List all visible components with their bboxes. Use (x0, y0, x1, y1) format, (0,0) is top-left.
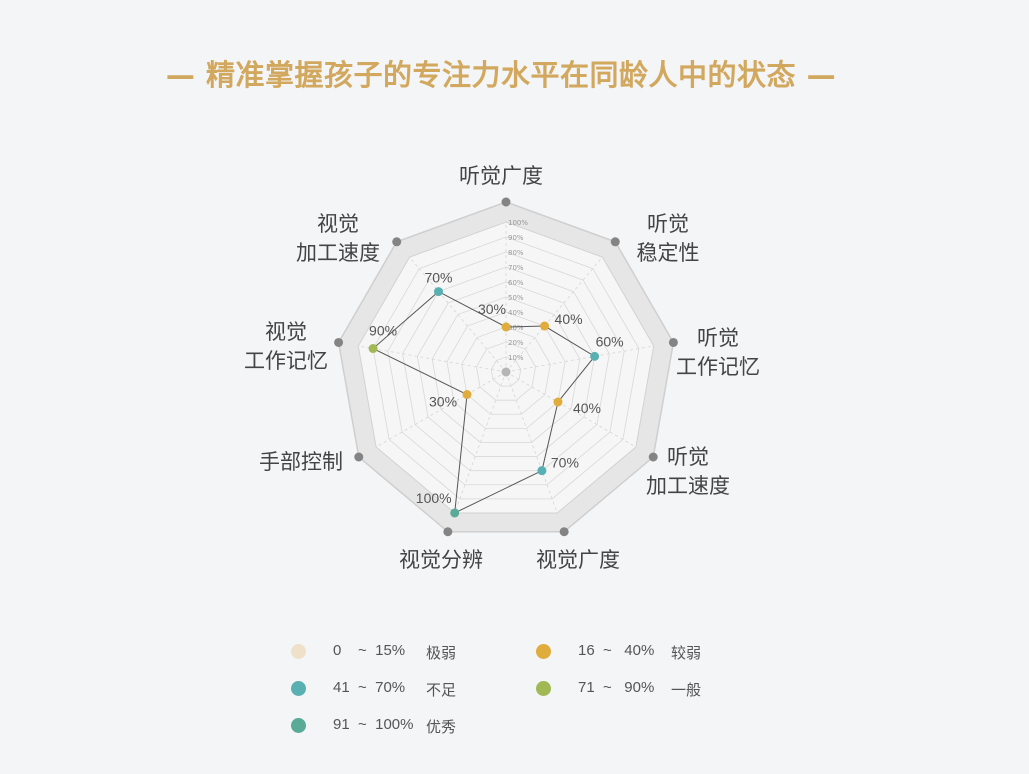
legend-range: 0 ~ 15% (333, 642, 406, 659)
radar-grid-ring (490, 356, 522, 387)
radar-vertex-marker (559, 527, 569, 537)
legend-label: 较弱 (671, 645, 702, 662)
scale-tick-label: 30% (508, 324, 524, 332)
value-label: 70% (551, 455, 579, 471)
radar-axis-line (505, 371, 637, 448)
radar-grid-ring (416, 281, 596, 457)
value-label: 40% (573, 400, 601, 416)
axis-label: 听觉 (697, 326, 739, 350)
axis-label: 听觉广度 (459, 164, 543, 188)
value-label: 40% (555, 311, 583, 327)
radar-axis-line (454, 371, 507, 514)
legend-swatch (291, 718, 306, 733)
radar-vertex-marker (501, 197, 511, 207)
scale-tick-label: 20% (508, 339, 524, 347)
radar-axis-line (358, 345, 507, 373)
legend-range: 41 ~ 70% (333, 679, 406, 696)
radar-vertex-marker (443, 527, 453, 537)
axis-label: 视觉 (265, 320, 307, 344)
radar-axis-line (505, 371, 558, 514)
radar-center-dot (501, 367, 511, 377)
legend-swatch (536, 644, 551, 659)
value-label: 30% (429, 394, 457, 410)
radar-grid-ring (476, 341, 536, 401)
value-label: 90% (369, 323, 397, 339)
legend-label: 极弱 (426, 645, 457, 662)
radar-vertex-marker (648, 452, 658, 462)
radar-inner-area (357, 221, 655, 514)
radar-axis-line (375, 371, 507, 448)
axis-label: 稳定性 (637, 241, 700, 265)
legend-swatch (536, 681, 551, 696)
radar-value-point (553, 397, 563, 407)
radar-vertex-marker (354, 452, 364, 462)
radar-chart: 10%20%30%40%50%60%70%80%90%100% 30%40%60… (244, 164, 760, 572)
axis-label: 加工速度 (646, 474, 730, 498)
scale-tick-label: 60% (508, 279, 524, 287)
radar-grid-ring (431, 296, 581, 443)
legend-label: 优秀 (426, 719, 457, 736)
radar-grid-ring (446, 311, 566, 429)
radar-value-point (462, 390, 472, 399)
axis-label: 视觉广度 (536, 548, 620, 572)
radar-grid-ring (387, 251, 625, 486)
axis-label: 加工速度 (296, 241, 380, 265)
radar-axis-line (505, 345, 654, 373)
axis-label: 听觉 (647, 212, 689, 236)
radar-value-polygon (372, 290, 596, 514)
radar-vertex-marker (392, 237, 402, 247)
legend-swatch (291, 644, 306, 659)
axis-label: 工作记忆 (244, 349, 328, 373)
radar-axis-line (409, 256, 507, 373)
radar-grid-ring (372, 236, 640, 500)
radar-value-point (368, 344, 378, 354)
value-label: 100% (416, 490, 452, 506)
value-label: 70% (424, 270, 452, 286)
legend-range: 71 ~ 90% (578, 679, 655, 696)
legend-swatch (291, 681, 306, 696)
radar-grid-ring (461, 326, 551, 415)
page-title: — 精准掌握孩子的专注力水平在同龄人中的状态 — (165, 58, 837, 92)
legend-label: 一般 (671, 682, 702, 699)
scale-tick-label: 100% (508, 219, 528, 227)
radar-vertex-marker (668, 337, 678, 347)
scale-tick-label: 80% (508, 249, 524, 257)
legend-range: 16 ~ 40% (578, 642, 655, 659)
scale-tick-label: 40% (508, 309, 524, 317)
radar-value-point (590, 351, 600, 361)
radar-vertex-marker (334, 337, 344, 347)
value-label: 30% (478, 301, 506, 317)
axis-label: 听觉 (667, 445, 709, 469)
axis-label: 工作记忆 (676, 355, 760, 379)
radar-value-point (450, 508, 460, 518)
scale-tick-label: 90% (508, 234, 524, 242)
radar-value-point (434, 287, 444, 297)
radar-vertex-marker (610, 237, 620, 247)
legend-label: 不足 (426, 682, 457, 699)
scale-tick-label: 70% (508, 264, 524, 272)
axis-label: 视觉分辨 (399, 548, 483, 572)
radar-axis-line (505, 256, 603, 373)
radar-value-point (540, 321, 550, 331)
axis-label: 手部控制 (259, 450, 343, 474)
legend-range: 91 ~ 100% (333, 716, 414, 733)
axis-label: 视觉 (317, 212, 359, 236)
radar-grid-ring (402, 266, 610, 472)
scale-tick-label: 10% (508, 354, 524, 362)
value-label: 60% (596, 333, 624, 349)
radar-value-point (537, 466, 547, 476)
scale-tick-label: 50% (508, 294, 524, 302)
radar-value-point (501, 322, 511, 332)
